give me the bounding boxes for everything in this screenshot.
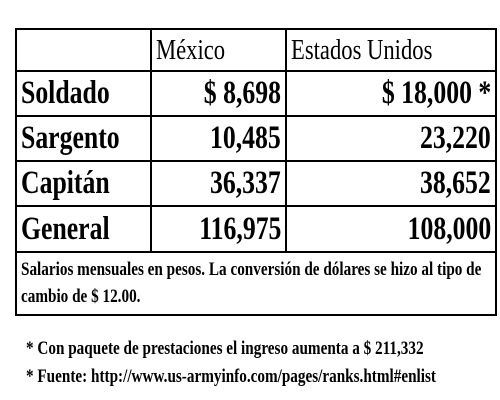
header-row: México Estados Unidos — [15, 28, 497, 72]
rank-cell: Sargento — [15, 115, 152, 162]
rank-cell: Capitán — [15, 160, 152, 207]
note-text: Salarios mensuales en pesos. La conversi… — [21, 259, 482, 307]
footnote: * Con paquete de prestaciones el ingreso… — [26, 338, 424, 359]
rank-text: Sargento — [21, 120, 120, 156]
value-text: $ 8,698 — [203, 75, 281, 111]
corner-cell — [15, 28, 152, 72]
header-text: Estados Unidos — [291, 33, 433, 66]
value-cell: 23,220 — [285, 115, 497, 162]
value-cell: 36,337 — [150, 160, 287, 207]
salary-table: México Estados Unidos Soldado $ 8,698 $ 18… — [15, 28, 497, 316]
value-cell: $ 8,698 — [150, 70, 287, 117]
rank-text: General — [21, 210, 110, 247]
value-text: 38,652 — [420, 165, 491, 201]
value-text: 116,975 — [198, 210, 281, 247]
value-text: 36,337 — [210, 165, 281, 201]
header-text: México — [156, 33, 226, 66]
header-cell: México — [150, 28, 287, 72]
table-row: Capitán 36,337 38,652 — [15, 160, 497, 207]
table-row: Soldado $ 8,698 $ 18,000 * — [15, 70, 497, 117]
footnote: * Fuente: http://www.us-armyinfo.com/pag… — [26, 366, 436, 387]
header-cell: Estados Unidos — [285, 28, 497, 72]
table-row: General 116,975 108,000 — [15, 205, 497, 253]
value-cell: 116,975 — [150, 205, 287, 253]
value-cell: 10,485 — [150, 115, 287, 162]
rank-text: Capitán — [21, 165, 110, 201]
table-row: Sargento 10,485 23,220 — [15, 115, 497, 162]
value-cell: 38,652 — [285, 160, 497, 207]
value-text: 10,485 — [210, 120, 281, 156]
table-body: Soldado $ 8,698 $ 18,000 * Sargento 10,485 23… — [15, 70, 497, 253]
rank-text: Soldado — [21, 75, 110, 111]
rank-cell: General — [15, 205, 152, 253]
rank-cell: Soldado — [15, 70, 152, 117]
value-text: 23,220 — [420, 120, 491, 156]
value-cell: 108,000 — [285, 205, 497, 253]
value-cell: $ 18,000 * — [285, 70, 497, 117]
value-text: $ 18,000 * — [381, 75, 491, 111]
note-row: Salarios mensuales en pesos. La conversi… — [15, 251, 497, 316]
value-text: 108,000 — [407, 210, 491, 247]
note-cell: Salarios mensuales en pesos. La conversi… — [15, 251, 497, 316]
